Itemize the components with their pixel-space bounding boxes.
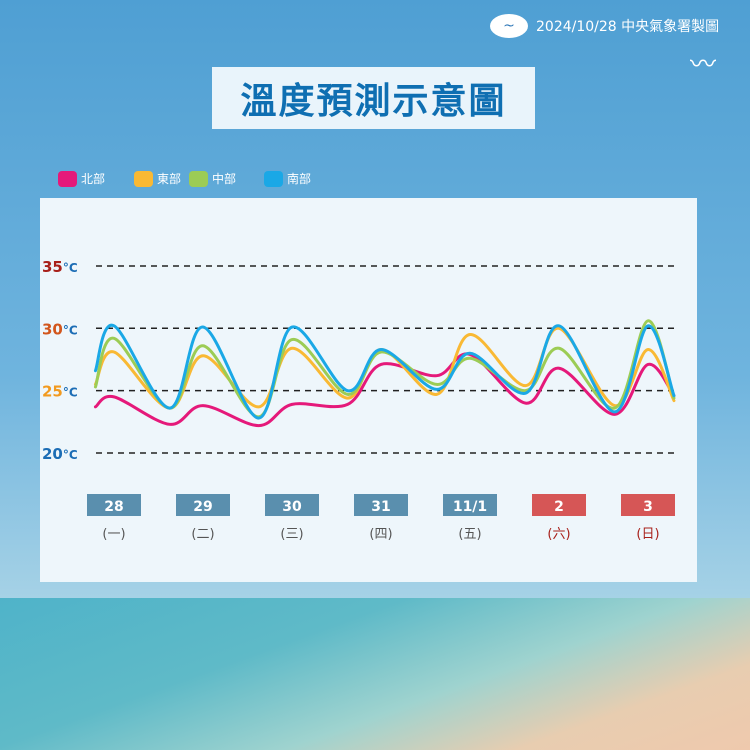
day-date: 2 [554,499,564,515]
day-date: 30 [282,499,302,515]
day-date: 31 [371,499,390,515]
legend-swatch [58,170,77,187]
legend-item: 南部 [264,170,340,187]
legend-item: 東部 [134,170,189,187]
day-date-badge [176,494,230,516]
day-date-badge [532,494,586,516]
day-date-badge [621,494,675,516]
series-line-3 [93,323,676,420]
y-tick-label: 35°C [42,258,78,276]
legend-label: 北部 [81,172,106,186]
credit-text: 2024/10/28 中央氣象署製圖 [536,19,720,35]
day-date-badge [354,494,408,516]
credit: ~ 2024/10/28 中央氣象署製圖 [490,14,719,38]
legend-swatch [189,170,208,187]
seagull-icon: 〰 [690,50,717,80]
day-weekday: (二) [191,527,214,542]
legend-swatch [134,170,153,187]
day-weekday: (一) [102,527,125,542]
series-line-0 [93,352,676,428]
legend: 北部 東部 中部 南部 [58,170,340,187]
day-date-badge [443,494,497,516]
day-weekday: (六) [547,527,570,542]
y-tick-label: 30°C [42,320,78,338]
y-tick-label: 25°C [42,383,78,401]
day-weekday: (日) [636,527,659,542]
day-weekday: (四) [369,527,392,542]
legend-swatch [264,170,283,187]
legend-item: 北部 [58,170,134,187]
day-weekday: (三) [280,527,303,542]
y-tick-label: 20°C [42,445,78,463]
cwa-logo-icon: ~ [490,14,528,38]
legend-label: 南部 [287,172,312,186]
day-date: 11/1 [453,499,487,515]
day-date: 28 [104,499,123,515]
day-date-badge [87,494,141,516]
legend-item: 中部 [189,170,264,187]
page-title: 溫度預測示意圖 [212,67,535,129]
day-weekday: (五) [458,527,481,542]
legend-label: 中部 [212,172,237,186]
temperature-chart: 35°C 30°C 25°C 20°C 28 (一) 29 (二) 30 (三) 31 (四) 11/1… [42,258,678,542]
legend-label: 東部 [157,172,182,186]
day-date: 3 [643,499,653,515]
chart-panel: 35°C 30°C 25°C 20°C 28 (一) 29 (二) 30 (三) 31 (四) 11/1… [40,198,697,582]
day-date-badge [265,494,319,516]
day-date: 29 [193,499,212,515]
beach-background [0,598,750,750]
